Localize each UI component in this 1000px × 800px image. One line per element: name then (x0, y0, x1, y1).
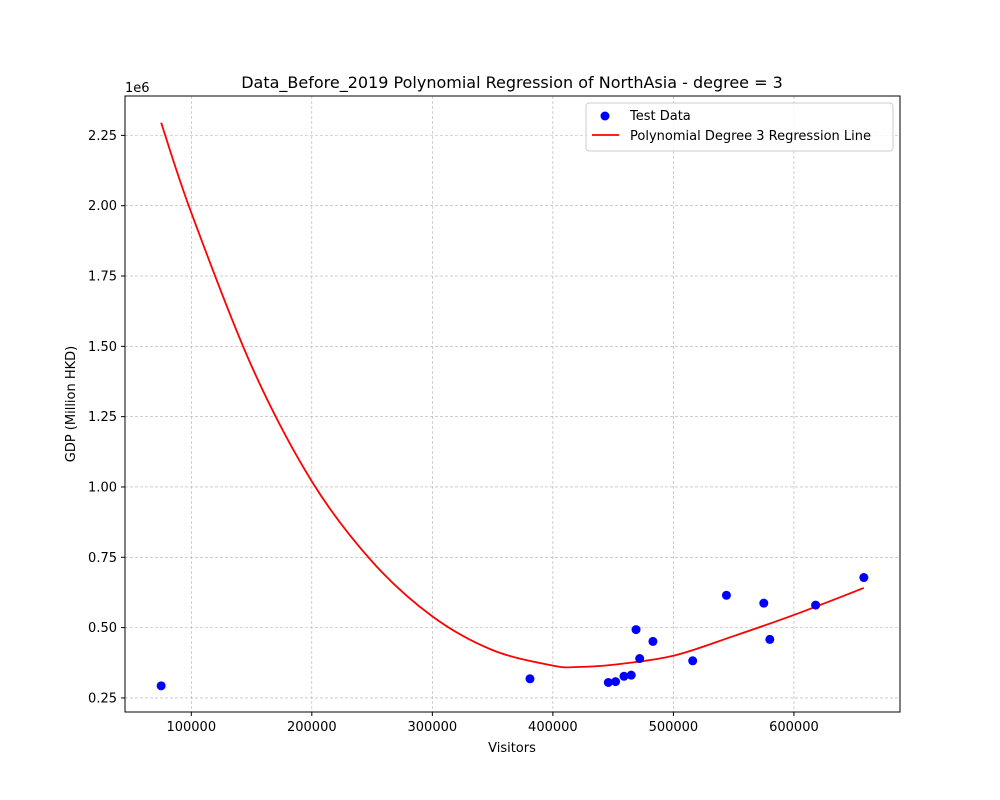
data-point (631, 625, 641, 635)
legend: Test Data Polynomial Degree 3 Regression… (585, 102, 894, 152)
data-point (765, 634, 775, 644)
plot-frame (124, 95, 901, 713)
legend-box (585, 102, 894, 152)
y-tick-label: 0.75 (88, 551, 117, 566)
legend-label-regression-line: Polynomial Degree 3 Regression Line (630, 129, 871, 144)
data-points-layer (156, 573, 869, 691)
data-point (859, 573, 869, 583)
y-tick-label: 1.50 (88, 340, 117, 355)
data-point (626, 670, 636, 680)
data-point (525, 674, 535, 684)
x-axis: 100000 200000 300000 400000 500000 600000 (166, 712, 819, 735)
legend-marker-test-data (600, 111, 610, 121)
y-axis: 0.25 0.50 0.75 1.00 1.25 1.50 1.75 2.00 2.25 (88, 129, 125, 706)
y-tick-label: 2.25 (88, 129, 117, 144)
data-point (156, 681, 166, 691)
y-tick-label: 0.50 (88, 621, 117, 636)
regression-line-layer (160, 122, 865, 669)
y-tick-label: 1.75 (88, 270, 117, 285)
data-point (603, 677, 613, 687)
y-tick-label: 0.25 (88, 691, 117, 706)
y-offset-label: 1e6 (125, 81, 150, 96)
data-point (688, 656, 698, 666)
data-point (648, 636, 658, 646)
x-tick-label: 400000 (528, 720, 578, 735)
x-axis-label: Visitors (488, 741, 536, 756)
x-tick-label: 500000 (649, 720, 699, 735)
x-tick-label: 600000 (769, 720, 819, 735)
regression-line (160, 122, 865, 669)
x-tick-label: 100000 (166, 720, 216, 735)
data-point (721, 590, 731, 600)
legend-label-test-data: Test Data (629, 109, 691, 124)
data-point (759, 598, 769, 608)
y-tick-label: 2.00 (88, 199, 117, 214)
x-tick-label: 300000 (408, 720, 458, 735)
data-point (619, 671, 629, 681)
chart-title: Data_Before_2019 Polynomial Regression o… (241, 73, 783, 93)
y-tick-label: 1.00 (88, 480, 117, 495)
data-point (611, 677, 621, 687)
data-point (635, 654, 645, 664)
x-tick-label: 200000 (287, 720, 337, 735)
data-point (811, 600, 821, 610)
y-tick-label: 1.25 (88, 410, 117, 425)
y-axis-label: GDP (Million HKD) (64, 346, 79, 463)
